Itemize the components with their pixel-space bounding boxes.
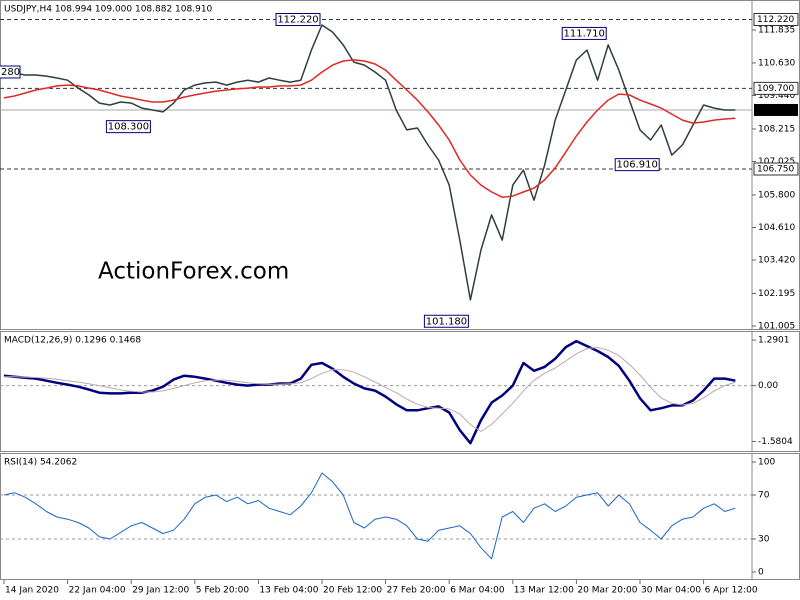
annotation-label: 112.220 bbox=[277, 14, 318, 25]
annotation-box bbox=[423, 314, 469, 328]
current-price-label: 108.910 bbox=[757, 105, 794, 115]
y-tick-label: 101.005 bbox=[758, 322, 795, 332]
annotation-box bbox=[105, 120, 151, 134]
current-price-box bbox=[754, 103, 798, 116]
x-tick-label: 20 Mar 20:00 bbox=[577, 586, 637, 596]
level-label: 112.220 bbox=[757, 15, 794, 25]
series-line bbox=[4, 347, 736, 432]
y-tick-label: 102.195 bbox=[758, 289, 795, 299]
x-tick-label: 22 Jan 04:00 bbox=[69, 586, 126, 596]
y-tick-label: -1.5804 bbox=[758, 437, 793, 447]
x-tick-label: 5 Feb 20:00 bbox=[196, 586, 250, 596]
level-label-box bbox=[753, 81, 799, 95]
annotation-label: 111.710 bbox=[564, 28, 605, 39]
y-tick-label: 110.630 bbox=[758, 58, 795, 68]
annotation-box bbox=[614, 158, 660, 172]
annotation-label: 101.180 bbox=[426, 316, 467, 327]
x-tick-label: 20 Feb 12:00 bbox=[323, 586, 382, 596]
panel-title: USDJPY,H4 108.994 109.000 108.882 108.91… bbox=[4, 5, 213, 15]
y-tick-label: 0 bbox=[758, 567, 764, 577]
y-tick-label: 100 bbox=[758, 458, 775, 468]
annotation-box bbox=[561, 26, 607, 40]
x-tick-label: 13 Feb 04:00 bbox=[259, 586, 318, 596]
x-tick-label: 27 Feb 20:00 bbox=[387, 586, 446, 596]
series-line bbox=[3, 59, 736, 198]
level-label-box bbox=[753, 162, 799, 176]
watermark: ActionForex.com bbox=[98, 259, 289, 285]
x-tick-label: 13 Mar 12:00 bbox=[514, 586, 574, 596]
annotation-label: 106.910 bbox=[617, 160, 658, 171]
level-label-box bbox=[753, 12, 799, 26]
panel-title: RSI(14) 54.2062 bbox=[4, 458, 77, 468]
series-line bbox=[3, 339, 736, 445]
y-tick-label: 105.800 bbox=[758, 190, 795, 200]
x-tick-label: 6 Apr 12:00 bbox=[705, 586, 758, 596]
series-line bbox=[3, 24, 736, 301]
y-tick-label: 108.215 bbox=[758, 124, 795, 134]
level-label: 109.700 bbox=[757, 84, 794, 94]
series-line bbox=[3, 472, 736, 560]
x-tick-label: 6 Mar 04:00 bbox=[450, 586, 505, 596]
y-tick-label: 109.440 bbox=[758, 91, 795, 101]
y-tick-label: 111.835 bbox=[758, 26, 795, 36]
level-label: 106.750 bbox=[757, 165, 794, 175]
annotation-label: 108.300 bbox=[108, 122, 149, 133]
y-tick-label: 103.420 bbox=[758, 256, 795, 266]
y-tick-label: 107.025 bbox=[758, 157, 795, 167]
y-tick-label: 1.2901 bbox=[758, 336, 790, 346]
annotation-label: 280 bbox=[1, 67, 20, 78]
x-tick-label: 29 Jan 12:00 bbox=[132, 586, 189, 596]
y-tick-label: 0.00 bbox=[758, 381, 778, 391]
panel-title: MACD(12,26,9) 0.1296 0.1468 bbox=[4, 336, 141, 346]
x-tick-label: 30 Mar 04:00 bbox=[641, 586, 701, 596]
y-tick-label: 104.610 bbox=[758, 223, 795, 233]
annotation-box bbox=[0, 65, 21, 79]
annotation-box bbox=[275, 12, 321, 26]
x-tick-label: 14 Jan 2020 bbox=[5, 586, 59, 596]
y-tick-label: 30 bbox=[758, 534, 770, 544]
y-tick-label: 70 bbox=[758, 491, 770, 501]
